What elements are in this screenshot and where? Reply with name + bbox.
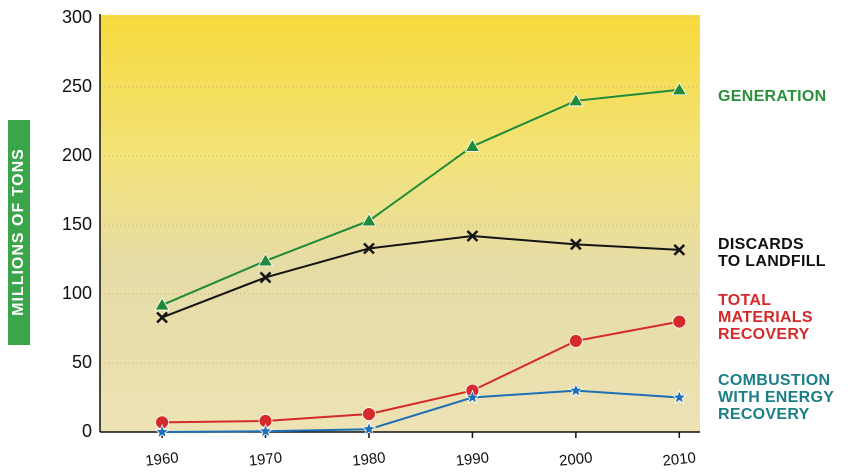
point-marker (156, 311, 168, 324)
x-tick-label: 1960 (145, 449, 180, 469)
series-line (162, 320, 680, 424)
series-line (161, 235, 680, 319)
point-marker (361, 421, 377, 436)
y-label-box (8, 120, 30, 345)
series-label: TOTAL MATERIALS RECOVERY (718, 292, 813, 343)
y-tick-label: 50 (72, 352, 92, 372)
y-tick-label: 250 (62, 76, 92, 96)
point-marker (673, 243, 686, 256)
point-marker (464, 138, 481, 152)
point-marker (568, 382, 584, 398)
point-marker (671, 389, 688, 405)
y-tick-label: 150 (62, 214, 92, 234)
point-marker (466, 230, 479, 242)
point-marker (155, 415, 169, 430)
point-marker (154, 297, 170, 311)
point-marker (154, 423, 170, 439)
y-axis-label: MILLIONS OF TONS (10, 148, 27, 316)
point-marker (363, 242, 375, 255)
y-tick-label: 200 (62, 145, 92, 165)
x-tick-label: 2000 (558, 449, 593, 469)
point-marker (672, 314, 687, 329)
x-tick-label: 1970 (248, 449, 283, 469)
series-line (162, 389, 680, 433)
series-line (161, 88, 680, 306)
x-tick-label: 1990 (455, 449, 490, 469)
point-marker (568, 93, 584, 107)
y-tick-label: 300 (62, 7, 92, 27)
point-marker (671, 81, 688, 96)
y-tick-label: 0 (82, 421, 92, 441)
x-tick-label: 2010 (662, 449, 697, 469)
point-marker (464, 389, 481, 405)
point-marker (362, 407, 376, 421)
point-marker (259, 271, 272, 284)
series-label: GENERATION (718, 88, 827, 105)
point-marker (569, 238, 582, 251)
y-tick-label: 100 (62, 283, 92, 303)
series-label: COMBUSTION WITH ENERGY RECOVERY (718, 372, 835, 423)
point-marker (568, 334, 583, 348)
x-tick-label: 1980 (351, 449, 386, 469)
point-marker (258, 414, 273, 428)
plot-background (100, 15, 700, 432)
point-marker (257, 253, 274, 267)
point-marker (361, 213, 377, 227)
point-marker (257, 423, 274, 438)
series-label: DISCARDS TO LANDFILL (718, 236, 826, 270)
